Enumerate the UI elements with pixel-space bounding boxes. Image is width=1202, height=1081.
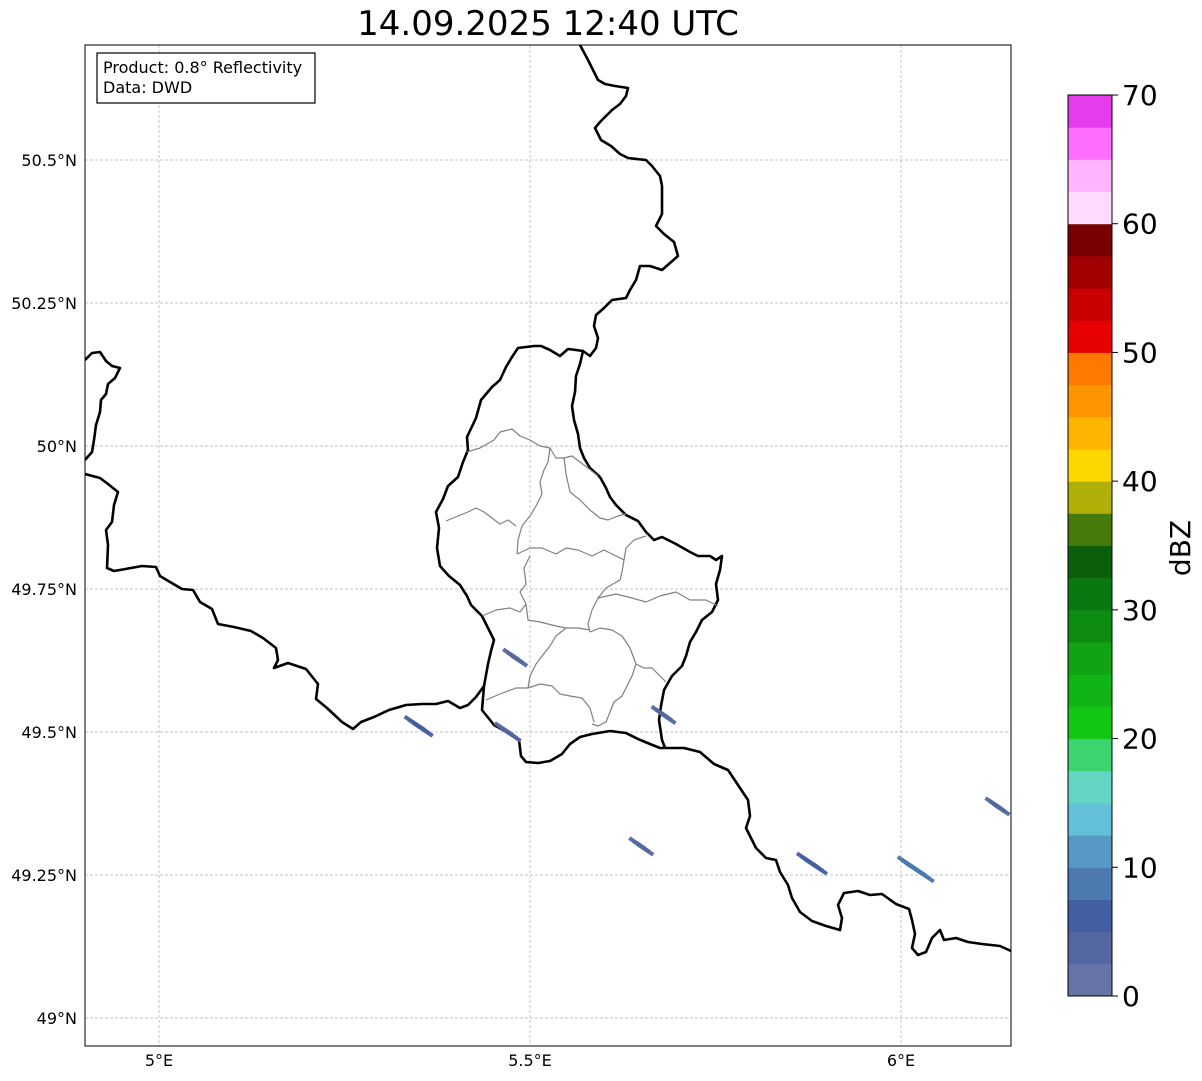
colorbar-tick-label: 60 bbox=[1122, 208, 1158, 241]
colorbar-swatch bbox=[1068, 899, 1112, 933]
colorbar-tick-label: 30 bbox=[1122, 594, 1158, 627]
colorbar-swatch bbox=[1068, 963, 1112, 997]
lat-tick-label: 50.5°N bbox=[21, 151, 77, 170]
colorbar-swatch bbox=[1068, 642, 1112, 675]
radar-echo bbox=[650, 704, 677, 725]
lat-tick-label: 49.25°N bbox=[11, 866, 77, 885]
colorbar-tick-label: 50 bbox=[1122, 336, 1158, 369]
radar-echo bbox=[984, 796, 1011, 817]
colorbar-swatch bbox=[1068, 352, 1112, 386]
colorbar-swatch bbox=[1068, 609, 1112, 643]
colorbar-swatch bbox=[1068, 931, 1112, 965]
colorbar-tick-label: 10 bbox=[1122, 851, 1158, 884]
border-belgium-netherlands-edge bbox=[85, 350, 122, 461]
colorbar-label: dBZ bbox=[1164, 520, 1197, 576]
info-data-source: Data: DWD bbox=[103, 78, 192, 97]
info-product: Product: 0.8° Reflectivity bbox=[103, 58, 302, 77]
borders bbox=[85, 45, 1011, 957]
colorbar-swatch bbox=[1068, 159, 1112, 193]
lon-tick-label: 6°E bbox=[887, 1051, 915, 1070]
colorbar-swatch bbox=[1068, 448, 1112, 482]
border-france-germany bbox=[665, 746, 1011, 957]
colorbar-swatch bbox=[1068, 738, 1112, 772]
colorbar-swatch bbox=[1068, 95, 1112, 128]
lon-tick-label: 5.5°E bbox=[508, 1051, 552, 1070]
lat-tick-label: 50.25°N bbox=[11, 294, 77, 313]
gridlines bbox=[85, 45, 1011, 1046]
radar-echo bbox=[403, 714, 434, 738]
colorbar-swatch bbox=[1068, 706, 1112, 740]
colorbar-tick-label: 70 bbox=[1122, 79, 1158, 112]
colorbar-swatch bbox=[1068, 867, 1112, 900]
colorbar-swatch bbox=[1068, 320, 1112, 353]
border-luxembourg-germany bbox=[598, 476, 724, 749]
colorbar-swatch bbox=[1068, 545, 1112, 579]
lat-tick-label: 49°N bbox=[37, 1009, 77, 1028]
colorbar-swatch bbox=[1068, 674, 1112, 707]
colorbar-swatch bbox=[1068, 191, 1112, 225]
colorbar-swatch bbox=[1068, 835, 1112, 868]
border-france-belgium bbox=[85, 472, 486, 731]
border-belgium-luxembourg bbox=[434, 344, 584, 687]
colorbar-tick-label: 40 bbox=[1122, 465, 1158, 498]
colorbar-swatch bbox=[1068, 255, 1112, 289]
colorbar-swatch bbox=[1068, 770, 1112, 804]
radar-echoes bbox=[403, 431, 1190, 884]
colorbar-tick-label: 20 bbox=[1122, 723, 1158, 756]
radar-echo bbox=[628, 836, 655, 857]
colorbar-swatch bbox=[1068, 384, 1112, 418]
border-belgium-germany bbox=[570, 45, 680, 478]
colorbar-swatch bbox=[1068, 513, 1112, 546]
colorbar-swatch bbox=[1068, 481, 1112, 514]
lat-tick-label: 49.75°N bbox=[11, 580, 77, 599]
lat-tick-label: 50°N bbox=[37, 437, 77, 456]
axis-ticks: 50.5°N 50.25°N 50°N 49.75°N 49.5°N 49.25°N 49°… bbox=[11, 151, 915, 1070]
colorbar-frame bbox=[1067, 94, 1113, 997]
colorbar-swatch bbox=[1068, 127, 1112, 160]
colorbar-swatch bbox=[1068, 577, 1112, 611]
map-title: 14.09.2025 12:40 UTC bbox=[357, 4, 739, 44]
colorbar-swatch bbox=[1068, 802, 1112, 836]
radar-echo bbox=[493, 721, 522, 743]
colorbar: 0 10 20 30 40 50 60 70 bbox=[1067, 79, 1158, 1013]
colorbar-tick-label: 0 bbox=[1122, 980, 1140, 1013]
canton-boundaries bbox=[445, 428, 719, 727]
radar-echo bbox=[1162, 431, 1190, 450]
lat-tick-label: 49.5°N bbox=[21, 723, 77, 742]
radar-echo bbox=[502, 647, 529, 668]
map-frame bbox=[84, 44, 1012, 1047]
lon-tick-label: 5°E bbox=[145, 1051, 173, 1070]
info-box: Product: 0.8° Reflectivity Data: DWD bbox=[96, 52, 316, 104]
radar-echo bbox=[896, 855, 935, 884]
map-background bbox=[85, 45, 1011, 1046]
radar-echo bbox=[795, 851, 829, 876]
colorbar-swatch bbox=[1068, 223, 1112, 257]
colorbar-swatch bbox=[1068, 416, 1112, 450]
colorbar-swatch bbox=[1068, 288, 1112, 321]
